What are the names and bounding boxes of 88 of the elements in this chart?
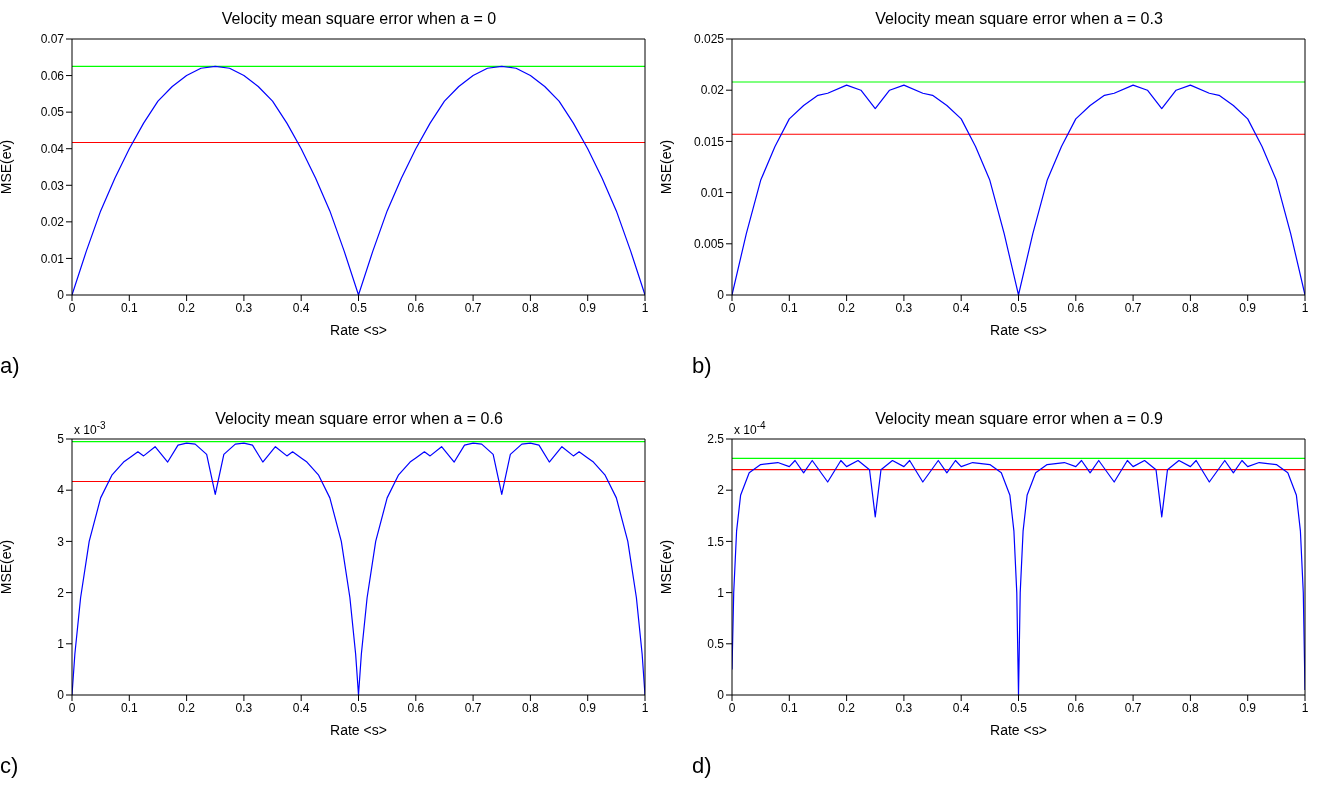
x-axis-title: Rate <s> [990, 722, 1047, 738]
y-tick-label: 0.5 [707, 637, 725, 652]
y-tick-label: 0 [57, 288, 65, 303]
x-tick-label: 0 [68, 700, 76, 715]
x-tick-label: 0.3 [235, 700, 253, 715]
x-tick-label: 0.6 [1067, 300, 1085, 315]
x-tick-label: 0.3 [235, 300, 253, 315]
y-tick-label: 0.05 [40, 105, 65, 120]
x-tick-label: 0.9 [579, 700, 597, 715]
x-tick-label: 0.4 [952, 700, 970, 715]
x-tick-label: 0.9 [579, 300, 597, 315]
x-tick-label: 0.2 [838, 300, 856, 315]
x-tick-label: 0.6 [407, 700, 425, 715]
x-tick-label: 0.3 [895, 300, 913, 315]
y-axis-title: MSE(ev) [0, 539, 14, 595]
x-tick-label: 0.4 [292, 700, 310, 715]
x-tick-label: 0.2 [178, 700, 196, 715]
x-tick-label: 0 [728, 300, 736, 315]
text: x 10$^{-4}$ [734, 420, 766, 437]
y-tick-label: 0.06 [40, 68, 65, 83]
x-tick-label: 0.1 [120, 300, 138, 315]
x-axis-title: Rate <s> [330, 722, 387, 738]
y-tick-label: 0.03 [40, 178, 65, 193]
x-tick-label: 0.5 [1010, 700, 1028, 715]
y-tick-label: 0 [717, 688, 725, 703]
x-tick-label: 0.5 [1010, 300, 1028, 315]
x-tick-label: 0.5 [350, 300, 368, 315]
y-tick-label: 0.015 [693, 134, 725, 149]
x-tick-label: 0.7 [1124, 300, 1142, 315]
chart-title: Velocity mean square error when a = 0.3 [874, 10, 1164, 28]
x-tick-label: 0.7 [464, 300, 482, 315]
y-axis-title: MSE(ev) [657, 539, 674, 595]
x-tick-label: 1 [1301, 300, 1309, 315]
x-tick-label: 0.8 [522, 700, 540, 715]
x-tick-label: 0.3 [895, 700, 913, 715]
y-axis-title: MSE(ev) [0, 139, 14, 195]
x-tick-label: 0.1 [780, 300, 798, 315]
y-tick-label: 2 [57, 585, 65, 600]
x-tick-label: 1 [1301, 700, 1309, 715]
y-tick-label: 0.07 [40, 32, 65, 47]
x-tick-label: 0.1 [780, 700, 798, 715]
x-tick-label: 1 [641, 300, 649, 315]
y-tick-label: 1 [717, 585, 725, 600]
y-tick-label: 2.5 [707, 432, 725, 447]
x-tick-label: 0.8 [522, 300, 540, 315]
x-tick-label: 0.7 [464, 700, 482, 715]
text: a) [0, 353, 20, 379]
x-tick-label: 0.8 [1182, 700, 1200, 715]
x-tick-label: 0 [68, 300, 76, 315]
y-tick-label: 0.025 [693, 32, 725, 47]
y-tick-label: 1.5 [707, 534, 725, 549]
y-tick-label: 4 [57, 483, 65, 498]
x-tick-label: 0.2 [838, 700, 856, 715]
y-tick-label: 0.04 [40, 141, 65, 156]
y-tick-label: 2 [717, 483, 725, 498]
y-tick-label: 1 [57, 637, 65, 652]
x-tick-label: 0.6 [407, 300, 425, 315]
x-tick-label: 0.8 [1182, 300, 1200, 315]
y-tick-label: 5 [57, 432, 65, 447]
y-tick-label: 0.02 [40, 215, 65, 230]
y-tick-label: 0.01 [40, 251, 65, 266]
chart-title: Velocity mean square error when a = 0 [220, 10, 498, 28]
x-tick-label: 0.6 [1067, 700, 1085, 715]
y-tick-label: 0.02 [700, 83, 725, 98]
y-tick-label: 0 [57, 688, 65, 703]
x-axis-title: Rate <s> [990, 322, 1047, 338]
x-tick-label: 0.1 [120, 700, 138, 715]
x-tick-label: 0 [728, 700, 736, 715]
chart-title: Velocity mean square error when a = 0.6 [215, 410, 503, 427]
x-tick-label: 0.9 [1239, 300, 1257, 315]
x-tick-label: 0.9 [1239, 700, 1257, 715]
y-tick-label: 0.005 [693, 237, 725, 252]
y-tick-label: 3 [57, 534, 65, 549]
y-axis-title: MSE(ev) [657, 139, 674, 195]
x-axis-title: Rate <s> [330, 322, 387, 338]
y-tick-label: 0 [717, 288, 725, 303]
text: d) [692, 753, 712, 779]
x-tick-label: 0.5 [350, 700, 368, 715]
y-tick-label: 0.01 [700, 185, 725, 200]
text: x 10$^{-3}$ [74, 420, 106, 437]
x-tick-label: 0.4 [952, 300, 970, 315]
x-tick-label: 0.2 [178, 300, 196, 315]
x-tick-label: 0.7 [1124, 700, 1142, 715]
x-tick-label: 1 [641, 700, 649, 715]
text: c) [0, 753, 19, 779]
chart-title: Velocity mean square error when a = 0.9 [875, 410, 1163, 427]
x-tick-label: 0.4 [292, 300, 310, 315]
text: b) [692, 353, 712, 379]
